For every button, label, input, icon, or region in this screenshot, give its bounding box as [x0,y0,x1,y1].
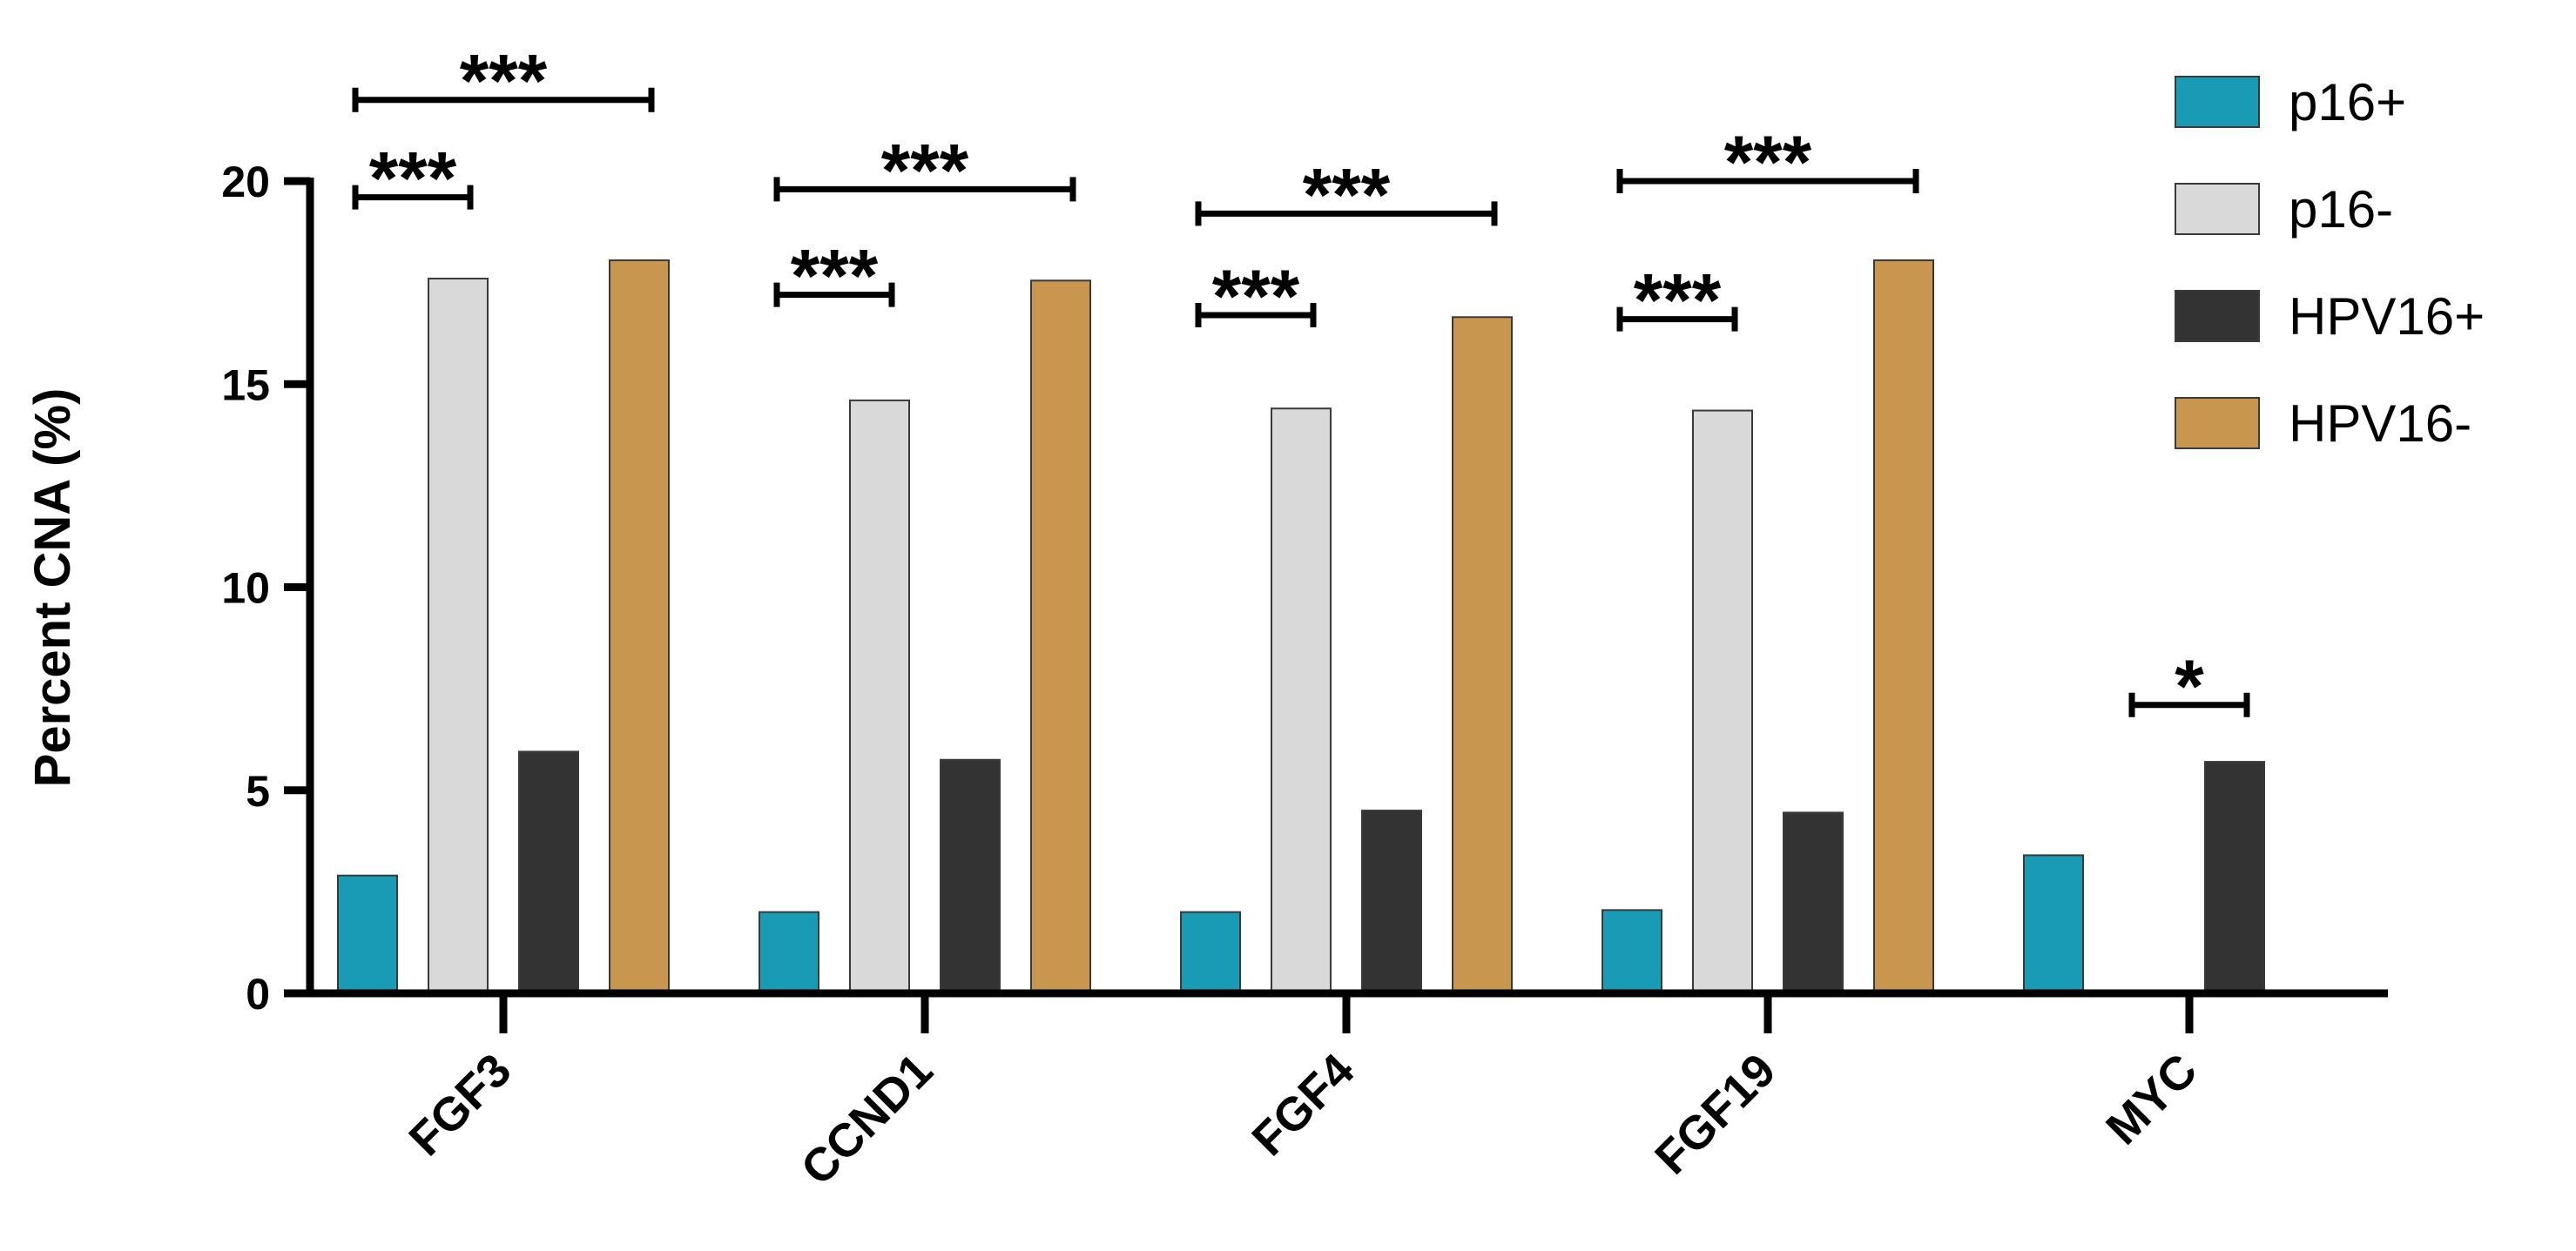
significance-bracket-fgf3-1: *** [352,138,474,221]
significance-label: * [2175,645,2204,729]
bar-ccnd1-p16 [759,911,819,994]
legend-swatch-hpv16 [2175,290,2260,342]
bar-fgf19-hpv16 [1783,811,1844,994]
legend-item-p16: p16+ [2175,73,2406,131]
y-tick-label-5: 5 [246,767,270,816]
significance-bracket-fgf4-6: *** [1195,153,1498,237]
significance-label: *** [791,235,879,319]
bar-fgf3-hpv16 [609,259,670,994]
significance-bracket-ccnd1-4: *** [773,129,1076,212]
legend-label-hpv16: HPV16- [2289,394,2471,453]
bar-fgf3-p16 [337,874,398,995]
significance-bracket-ccnd1-3: *** [773,235,895,319]
bracket-line [1616,169,1919,193]
legend-item-p16: p16- [2175,180,2393,239]
bar-ccnd1-hpv16 [1030,279,1091,995]
bracket-line [352,87,655,112]
significance-label: *** [1724,121,1812,205]
legend-label-p16: p16- [2289,180,2393,239]
significance-label: *** [1634,259,1722,343]
legend-swatch-p16 [2175,183,2260,235]
significance-bracket-fgf19-8: *** [1616,121,1919,205]
significance-label: *** [1212,255,1300,339]
bracket-line [352,185,474,210]
bar-myc-p16 [2023,854,2084,995]
bracket-line [1616,306,1738,332]
bracket-line [1195,201,1498,226]
y-tick-label-10: 10 [221,564,270,613]
y-tick-label-0: 0 [246,970,270,1019]
significance-label: *** [881,129,969,212]
bars-layer [337,259,2265,995]
bar-fgf3-hpv16 [518,750,579,994]
bar-myc-hpv16 [2204,761,2265,994]
bar-fgf19-p16 [1692,409,1753,994]
x-tick-label-fgf4: FGF4 [1242,1044,1364,1166]
significance-label: *** [460,40,548,124]
x-tick-label-fgf3: FGF3 [399,1044,521,1166]
bar-fgf4-p16 [1180,911,1241,994]
legend-label-p16: p16+ [2289,73,2406,131]
x-tick-label-fgf19: FGF19 [1645,1044,1785,1184]
y-tick-label-20: 20 [221,158,270,206]
legend-item-hpv16: HPV16+ [2175,287,2485,346]
bar-fgf19-hpv16 [1873,259,1934,994]
x-tick-label-myc: MYC [2096,1044,2207,1154]
bar-fgf19-p16 [1602,909,1662,995]
bracket-line [773,177,1076,202]
significance-bracket-fgf4-5: *** [1195,255,1317,339]
legend-item-hpv16: HPV16- [2175,394,2471,453]
significance-bracket-myc-9: * [2128,645,2250,729]
x-tick-label-ccnd1: CCND1 [792,1044,943,1195]
y-axis-label: Percent CNA (%) [24,388,81,788]
bar-ccnd1-p16 [849,399,910,995]
legend-label-hpv16: HPV16+ [2289,287,2485,346]
significance-label: *** [1303,153,1391,237]
bar-fgf4-hpv16 [1452,316,1513,994]
significance-bracket-fgf19-7: *** [1616,259,1738,343]
significance-label: *** [369,138,457,221]
bar-fgf4-p16 [1271,407,1332,994]
significance-annotations: ************************* [352,40,2250,729]
legend-swatch-hpv16 [2175,397,2260,449]
legend-swatch-p16 [2175,76,2260,128]
bracket-line [1195,302,1317,327]
bracket-line [773,282,895,307]
bar-ccnd1-hpv16 [940,758,1001,994]
bar-fgf4-hpv16 [1361,810,1422,995]
y-tick-label-15: 15 [221,360,270,409]
legend: p16+ p16- HPV16+ HPV16- [2175,73,2485,453]
significance-bracket-fgf3-2: *** [352,40,655,124]
bar-fgf3-p16 [428,277,489,994]
bracket-line [2128,692,2250,717]
